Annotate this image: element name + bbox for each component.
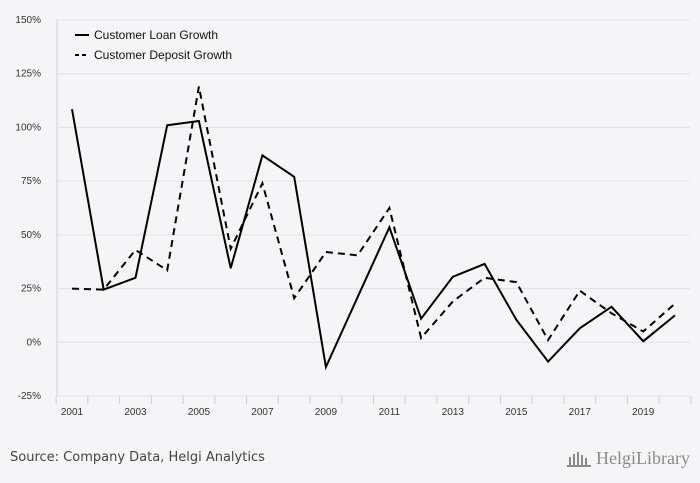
series-layer [71,86,676,371]
y-tick-label: 0% [27,337,42,348]
x-tick-label: 2009 [315,407,338,418]
library-building-icon [567,451,592,467]
grid-lines [56,19,690,397]
x-axis: 2001 2003 2005 2007 2009 2011 2013 2015 2017 2019 [55,396,692,418]
legend: Customer Loan Growth Customer Deposit Gro… [75,28,232,62]
y-tick-label: 150% [15,15,41,26]
line-chart: 150% 125% 100% 75% 50% 25% 0% -25% 2001 2003 2005… [15,15,692,418]
y-tick-label: 75% [21,176,41,187]
x-tick-label: 2019 [632,407,655,418]
x-tick-label: 2005 [188,407,211,418]
y-tick-label: 25% [21,284,41,295]
y-tick-label: 100% [15,122,41,133]
y-tick-label: 125% [15,69,41,80]
x-tick-label: 2011 [379,407,401,418]
x-tick-label: 2007 [251,407,274,418]
brand-logo: HelgiLibrary [566,448,690,469]
legend-label: Customer Deposit Growth [94,48,232,62]
series-line-deposit-growth [71,86,676,343]
brand-name: HelgiLibrary [596,448,690,468]
x-tick-label: 2003 [124,407,147,418]
x-tick-label: 2017 [569,407,592,418]
series-line-loan-growth [71,109,676,371]
source-note: Source: Company Data, Helgi Analytics [10,450,265,465]
legend-label: Customer Loan Growth [94,28,218,42]
x-tick-label: 2001 [61,407,84,418]
x-tick-label: 2015 [505,407,528,418]
y-tick-label: 50% [21,230,41,241]
y-axis: 150% 125% 100% 75% 50% 25% 0% -25% [15,15,41,402]
x-tick-label: 2013 [442,407,465,418]
y-tick-label: -25% [18,391,41,402]
